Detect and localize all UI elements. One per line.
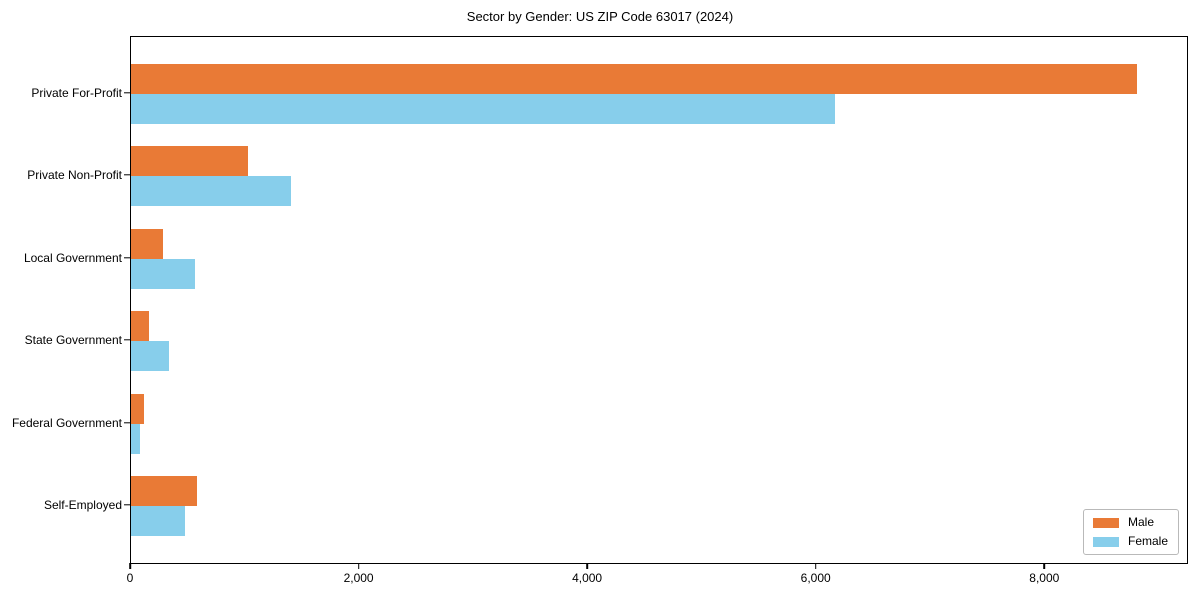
y-label-self-employed: Self-Employed: [43, 498, 122, 512]
x-tick-mark: [357, 563, 360, 569]
bar-female-private-for-profit: [131, 94, 835, 124]
y-tick-mark: [124, 339, 130, 341]
y-label-local-government: Local Government: [23, 251, 122, 265]
x-tick-label: 6,000: [800, 571, 831, 585]
bar-male-state-government: [131, 311, 149, 341]
legend-item-female: Female: [1092, 534, 1168, 548]
bar-female-state-government: [131, 341, 169, 371]
x-tick-label: 0: [126, 571, 134, 585]
bar-male-self-employed: [131, 476, 197, 506]
x-tick-mark: [586, 563, 588, 569]
y-axis: Private For-Profit Private Non-Profit Loca…: [0, 36, 130, 562]
bar-male-private-for-profit: [131, 64, 1137, 94]
y-label-state-government: State Government: [24, 333, 122, 347]
y-tick-mark: [124, 422, 130, 424]
legend-label-male: Male: [1127, 515, 1154, 529]
chart-title: Sector by Gender: US ZIP Code 63017 (202…: [466, 9, 734, 24]
plot-area: Male Female: [130, 36, 1188, 564]
legend-item-male: Male: [1092, 515, 1168, 529]
bar-male-private-non-profit: [131, 146, 248, 176]
x-tick-label: 8,000: [1029, 571, 1060, 585]
legend-swatch-male: [1092, 517, 1119, 528]
x-tick-mark: [1043, 563, 1046, 569]
y-tick-mark: [124, 504, 130, 506]
x-tick-label: 2,000: [343, 571, 374, 585]
bar-female-federal-government: [131, 424, 141, 454]
x-axis: 0 2,000 4,000 6,000 8,000: [126, 562, 1186, 594]
bar-male-local-government: [131, 229, 163, 259]
legend: Male Female: [1082, 509, 1179, 555]
bar-female-self-employed: [131, 506, 186, 536]
y-label-federal-government: Federal Government: [11, 416, 122, 430]
x-tick-label: 4,000: [572, 571, 603, 585]
y-tick-mark: [124, 174, 130, 176]
y-label-private-non-profit: Private Non-Profit: [27, 168, 122, 182]
bar-female-private-non-profit: [131, 176, 291, 206]
x-tick-mark: [814, 563, 817, 569]
y-tick-mark: [124, 92, 130, 94]
y-label-private-for-profit: Private For-Profit: [31, 86, 122, 100]
legend-label-female: Female: [1127, 534, 1168, 548]
legend-swatch-female: [1092, 536, 1119, 547]
y-tick-mark: [124, 257, 130, 259]
x-tick-mark: [129, 563, 131, 569]
bar-female-local-government: [131, 259, 195, 289]
bar-male-federal-government: [131, 394, 144, 424]
